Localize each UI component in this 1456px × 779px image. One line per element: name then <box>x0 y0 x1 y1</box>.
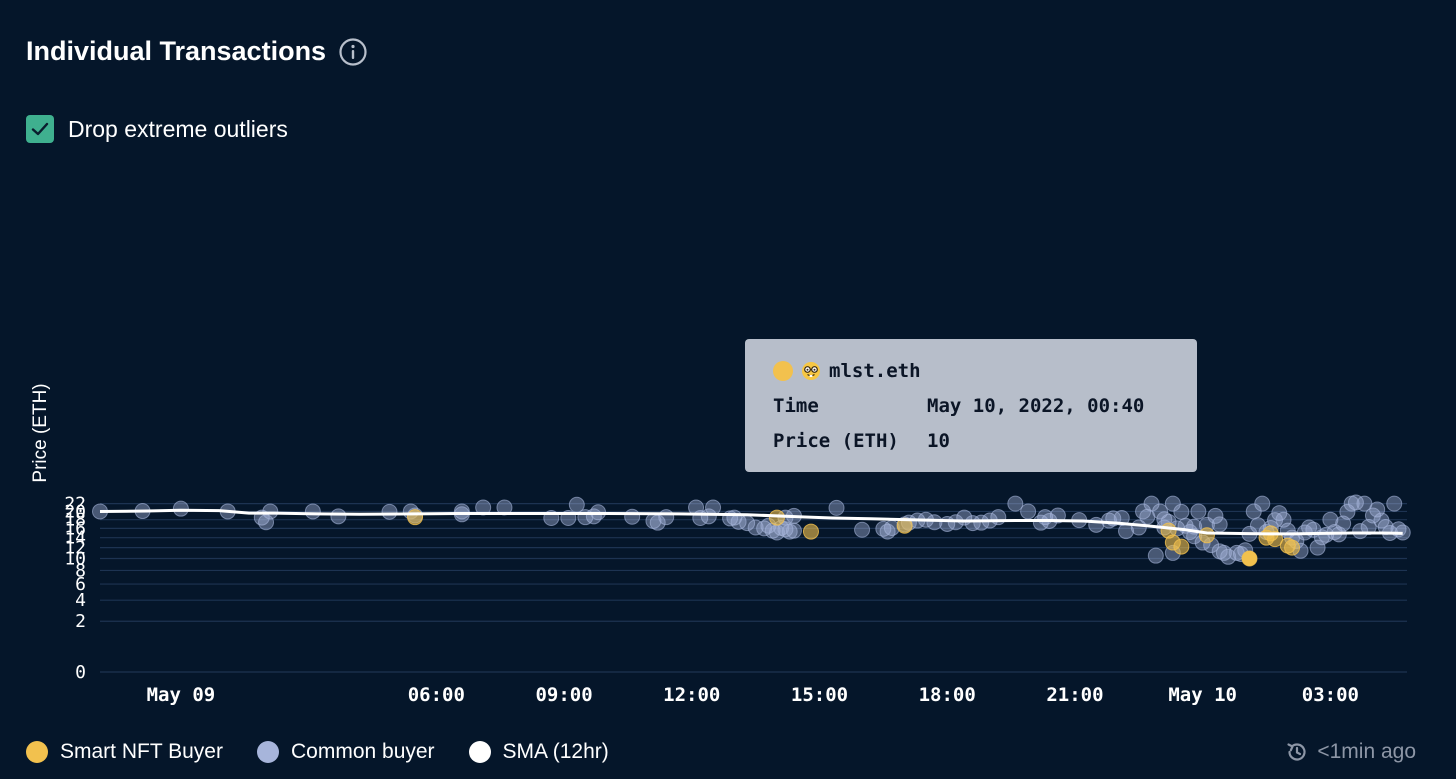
common-buyer-point[interactable] <box>1386 495 1403 512</box>
y-tick-20: 20 <box>64 501 86 522</box>
legend: Smart NFT Buyer Common buyer SMA (12hr) <box>26 740 643 764</box>
common-buyer-point[interactable] <box>1007 495 1024 512</box>
tooltip: mlst.eth Time May 10, 2022, 00:40 Price … <box>745 339 1197 472</box>
gridlines <box>100 503 1407 673</box>
common-buyer-point[interactable] <box>330 508 347 525</box>
x-tick-labels: May 09 06:00 09:00 12:00 15:00 18:00 21:00 May … <box>147 684 1359 706</box>
legend-label-smart: Smart NFT Buyer <box>60 740 223 763</box>
legend-item-common-buyer[interactable]: Common buyer <box>256 740 435 764</box>
nerd-face-icon <box>802 362 820 380</box>
common-buyer-point[interactable] <box>1352 523 1369 540</box>
common-buyer-point[interactable] <box>624 508 641 525</box>
common-buyer-point[interactable] <box>262 503 279 520</box>
y-tick-8: 8 <box>75 560 86 581</box>
tooltip-price-value: 10 <box>927 430 950 452</box>
y-tick-0: 0 <box>75 662 86 683</box>
common-buyer-point[interactable] <box>926 514 943 531</box>
y-tick-12: 12 <box>64 538 86 559</box>
legend-dot-common <box>256 741 279 763</box>
x-tick-09-00: 09:00 <box>535 684 592 706</box>
legend-dot-smart <box>26 741 48 763</box>
smart-buyer-point[interactable] <box>1284 539 1301 556</box>
highlighted-smart-point[interactable] <box>1241 550 1257 566</box>
common-buyer-point[interactable] <box>705 499 722 516</box>
checkmark-icon <box>31 122 49 136</box>
common-buyer-point[interactable] <box>1309 539 1326 556</box>
common-buyer-point[interactable] <box>990 509 1007 526</box>
smart-buyer-point[interactable] <box>802 523 819 540</box>
page-title: Individual Transactions <box>26 36 327 66</box>
smart-buyer-point[interactable] <box>407 509 424 526</box>
smart-buyer-point[interactable] <box>1198 527 1215 544</box>
common-buyer-point[interactable] <box>1190 503 1207 520</box>
drop-outliers-label: Drop extreme outliers <box>68 115 288 142</box>
legend-dot-sma <box>468 741 491 763</box>
common-buyer-point[interactable] <box>747 519 764 536</box>
x-tick-21-00: 21:00 <box>1046 684 1103 706</box>
common-buyer-point[interactable] <box>381 503 398 520</box>
common-buyer-point[interactable] <box>1147 547 1164 564</box>
common-buyer-point[interactable] <box>700 508 717 525</box>
info-icon[interactable] <box>338 37 368 67</box>
x-tick-may-10: May 10 <box>1168 684 1237 706</box>
legend-item-smart-buyer[interactable]: Smart NFT Buyer <box>26 740 223 764</box>
smart-buyer-dot-icon <box>773 361 793 381</box>
tooltip-name: mlst.eth <box>829 360 921 382</box>
x-tick-12-00: 12:00 <box>663 684 720 706</box>
last-updated-text: <1min ago <box>1317 740 1416 763</box>
y-tick-22: 22 <box>64 494 86 515</box>
tooltip-price-label: Price (ETH) <box>773 430 899 452</box>
common-buyer-point[interactable] <box>828 499 845 516</box>
common-buyer-point[interactable] <box>964 515 981 532</box>
y-tick-10: 10 <box>64 548 86 569</box>
tooltip-time-label: Time <box>773 395 819 417</box>
y-tick-6: 6 <box>75 574 86 595</box>
legend-label-common: Common buyer <box>290 740 435 763</box>
y-tick-16: 16 <box>64 518 86 539</box>
tooltip-header: mlst.eth <box>773 360 921 382</box>
common-buyer-point[interactable] <box>1322 511 1339 528</box>
common-buyer-point[interactable] <box>304 503 321 520</box>
common-buyer-point[interactable] <box>785 522 802 539</box>
refresh-clock-icon[interactable] <box>1285 740 1309 764</box>
drop-outliers-checkbox[interactable] <box>26 115 54 143</box>
y-axis-label: Price (ETH) <box>30 383 51 482</box>
x-tick-18-00: 18:00 <box>919 684 976 706</box>
legend-label-sma: SMA (12hr) <box>502 740 609 763</box>
tooltip-time-value: May 10, 2022, 00:40 <box>927 395 1145 417</box>
common-buyer-point[interactable] <box>172 500 189 517</box>
title-row: Individual Transactions <box>26 36 368 67</box>
sma-line <box>99 508 1403 536</box>
common-buyer-point[interactable] <box>854 521 871 538</box>
common-buyer-point[interactable] <box>1254 495 1271 512</box>
common-buyer-point[interactable] <box>777 521 794 538</box>
x-tick-15-00: 15:00 <box>791 684 848 706</box>
common-buyer-point[interactable] <box>1164 495 1181 512</box>
drop-outliers-toggle[interactable]: Drop extreme outliers <box>26 115 288 143</box>
common-buyer-point[interactable] <box>875 520 892 537</box>
common-buyer-points <box>92 494 1411 565</box>
common-buyer-point[interactable] <box>658 509 675 526</box>
x-tick-03-00: 03:00 <box>1302 684 1359 706</box>
common-buyer-point[interactable] <box>1347 494 1364 511</box>
x-tick-may-09: May 09 <box>147 684 216 706</box>
highlighted-point[interactable] <box>1241 550 1257 566</box>
common-buyer-point[interactable] <box>1207 507 1224 524</box>
y-tick-2: 2 <box>75 611 86 632</box>
common-buyer-point[interactable] <box>1220 548 1237 565</box>
y-tick-14: 14 <box>64 528 86 549</box>
x-tick-06-00: 06:00 <box>408 684 465 706</box>
common-buyer-point[interactable] <box>1173 503 1190 520</box>
common-buyer-point[interactable] <box>1020 503 1037 520</box>
last-updated: <1min ago <box>1285 740 1416 764</box>
common-buyer-point[interactable] <box>1211 516 1228 533</box>
y-tick-18: 18 <box>64 510 86 531</box>
y-tick-4: 4 <box>75 590 86 611</box>
smart-buyer-point[interactable] <box>1173 538 1190 555</box>
legend-item-sma[interactable]: SMA (12hr) <box>468 740 609 764</box>
common-buyer-point[interactable] <box>1152 503 1169 520</box>
